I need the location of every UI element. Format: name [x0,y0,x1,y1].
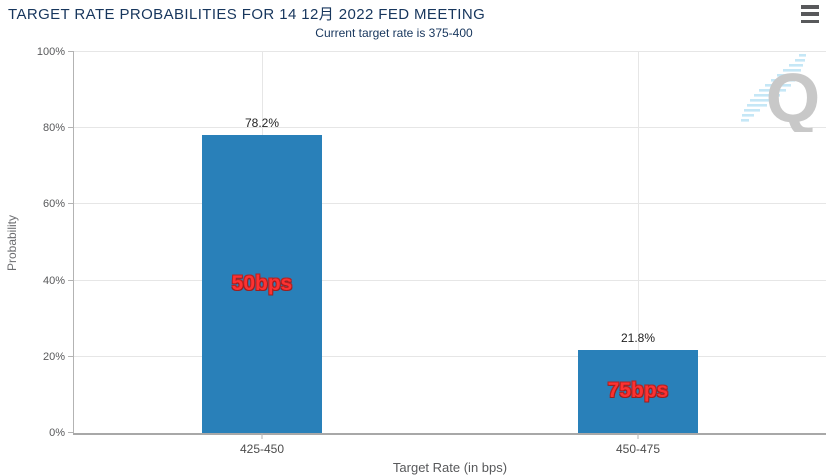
x-axis-tick [637,433,639,439]
y-tick-label: 80% [42,122,65,135]
bar-value-label: 78.2% [244,116,280,131]
x-axis-line [73,433,826,435]
logo-letter-q: Q [766,59,820,132]
y-tick-label: 40% [42,274,65,287]
hamburger-icon [801,5,819,9]
chart-title: TARGET RATE PROBABILITIES FOR 14 12月 202… [8,6,486,23]
y-gridline [74,203,826,205]
y-tick-label: 60% [42,198,65,211]
y-axis-tick [68,127,74,129]
y-gridline [74,279,826,281]
bar-bps-annotation: 75bps [607,379,669,403]
y-tick-label: 100% [36,46,65,58]
y-gridline [74,127,826,129]
hamburger-icon [801,12,819,16]
bar-bps-annotation: 50bps [231,272,293,296]
bar-value-label: 21.8% [620,330,656,345]
quikstrike-logo-watermark: Q [741,54,820,132]
y-gridline [74,51,826,52]
x-axis-tick [261,433,263,439]
probability-bar[interactable] [578,349,698,433]
chart-context-menu-button[interactable] [801,5,819,23]
y-tick-label: 20% [42,350,65,363]
y-tick-label: 0% [49,427,65,439]
y-axis-title: Probability [5,214,19,271]
probability-bar[interactable] [202,135,322,433]
x-tick-label: 450-475 [615,442,661,456]
x-axis-title: Target Rate (in bps) [392,460,508,475]
logo-speed-dashes [741,54,806,122]
x-tick-label: 425-450 [239,442,285,456]
chart-subtitle: Current target rate is 375-400 [315,26,473,40]
y-axis-tick [68,355,74,357]
y-axis-tick [68,51,74,52]
y-axis-tick [68,203,74,205]
y-axis-tick [68,432,74,433]
y-gridline [74,355,826,357]
category-gridline [638,52,639,433]
plot-area: Target Rate (in bps) 0% 20% 40% 60% 80% 100% 7… [37,46,826,475]
y-axis-tick [68,279,74,281]
hamburger-icon [801,19,819,23]
